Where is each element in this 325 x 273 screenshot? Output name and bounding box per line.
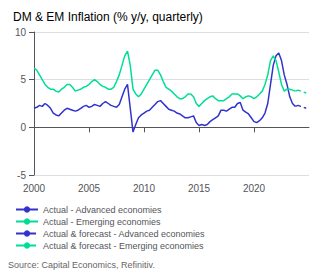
svg-text:2000: 2000 (23, 183, 46, 194)
svg-text:Actual - Advanced economies: Actual - Advanced economies (43, 205, 162, 215)
svg-text:5: 5 (20, 74, 26, 85)
svg-text:2005: 2005 (78, 183, 101, 194)
svg-text:2020: 2020 (243, 183, 266, 194)
svg-text:2015: 2015 (188, 183, 211, 194)
svg-text:-5: -5 (17, 170, 26, 181)
svg-text:2010: 2010 (133, 183, 156, 194)
svg-text:Source: Capital Economics, Ref: Source: Capital Economics, Refinitiv. (8, 260, 155, 270)
svg-text:0: 0 (20, 122, 26, 133)
svg-text:Actual - Emerging economies: Actual - Emerging economies (43, 217, 161, 227)
svg-text:Actual & forecast - Advanced e: Actual & forecast - Advanced economies (43, 229, 205, 239)
svg-text:Actual & forecast - Emerging e: Actual & forecast - Emerging economies (43, 241, 204, 251)
svg-text:10: 10 (15, 27, 27, 38)
svg-text:DM & EM Inflation (% y/y, quar: DM & EM Inflation (% y/y, quarterly) (13, 10, 203, 24)
